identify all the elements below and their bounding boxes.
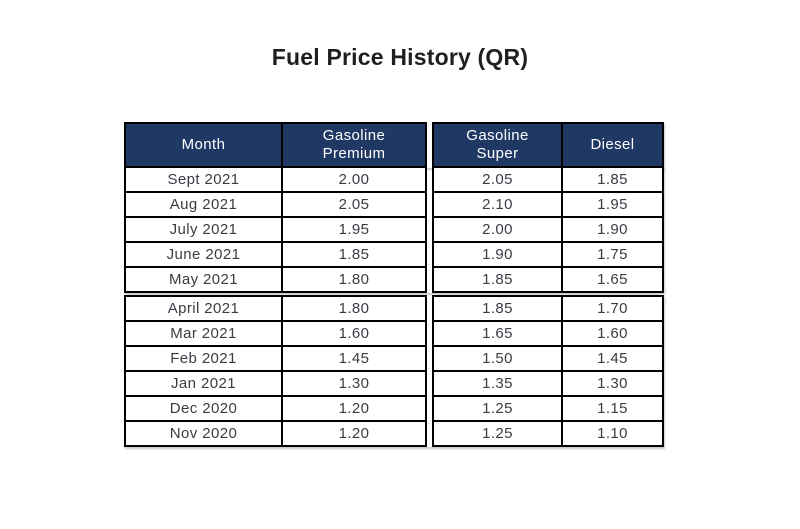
super-cell: 1.85 — [432, 295, 563, 322]
diesel-cell: 1.75 — [561, 241, 664, 268]
premium-cell: 1.20 — [281, 420, 427, 447]
table-header-row: Month Gasoline Premium Gasoline Super Di… — [124, 122, 664, 168]
table-row: July 2021 1.95 2.00 1.90 — [124, 216, 664, 243]
month-cell: Sept 2021 — [124, 166, 283, 193]
table-row: June 2021 1.85 1.90 1.75 — [124, 241, 664, 268]
diesel-cell: 1.45 — [561, 345, 664, 372]
month-cell: July 2021 — [124, 216, 283, 243]
diesel-cell: 1.10 — [561, 420, 664, 447]
premium-cell: 1.60 — [281, 320, 427, 347]
table-row: May 2021 1.80 1.85 1.65 — [124, 266, 664, 293]
month-cell: June 2021 — [124, 241, 283, 268]
diesel-cell: 1.95 — [561, 191, 664, 218]
month-cell: Dec 2020 — [124, 395, 283, 422]
premium-cell: 1.85 — [281, 241, 427, 268]
diesel-cell: 1.85 — [561, 166, 664, 193]
super-cell: 2.00 — [432, 216, 563, 243]
super-cell: 1.25 — [432, 395, 563, 422]
table-row: Feb 2021 1.45 1.50 1.45 — [124, 345, 664, 372]
column-header-month: Month — [124, 122, 283, 168]
diesel-cell: 1.30 — [561, 370, 664, 397]
month-cell: April 2021 — [124, 295, 283, 322]
super-cell: 1.50 — [432, 345, 563, 372]
premium-cell: 1.80 — [281, 266, 427, 293]
page-title: Fuel Price History (QR) — [271, 44, 529, 70]
table-row: Mar 2021 1.60 1.65 1.60 — [124, 320, 664, 347]
month-cell: Aug 2021 — [124, 191, 283, 218]
super-cell: 1.65 — [432, 320, 563, 347]
month-cell: May 2021 — [124, 266, 283, 293]
diesel-cell: 1.90 — [561, 216, 664, 243]
column-header-gasoline-premium: Gasoline Premium — [281, 122, 427, 168]
diesel-cell: 1.15 — [561, 395, 664, 422]
super-cell: 1.25 — [432, 420, 563, 447]
month-cell: Feb 2021 — [124, 345, 283, 372]
table-row: Dec 2020 1.20 1.25 1.15 — [124, 395, 664, 422]
premium-cell: 2.00 — [281, 166, 427, 193]
table-section-upper: Sept 2021 2.00 2.05 1.85 Aug 2021 2.05 2… — [124, 166, 664, 293]
super-cell: 2.05 — [432, 166, 563, 193]
super-cell: 1.35 — [432, 370, 563, 397]
table-row: Nov 2020 1.20 1.25 1.10 — [124, 420, 664, 447]
premium-cell: 1.45 — [281, 345, 427, 372]
fuel-price-table: Month Gasoline Premium Gasoline Super Di… — [124, 122, 664, 447]
premium-cell: 1.95 — [281, 216, 427, 243]
month-cell: Nov 2020 — [124, 420, 283, 447]
premium-cell: 2.05 — [281, 191, 427, 218]
super-cell: 2.10 — [432, 191, 563, 218]
month-cell: Jan 2021 — [124, 370, 283, 397]
premium-cell: 1.20 — [281, 395, 427, 422]
table-section-lower: April 2021 1.80 1.85 1.70 Mar 2021 1.60 … — [124, 295, 664, 447]
month-cell: Mar 2021 — [124, 320, 283, 347]
diesel-cell: 1.65 — [561, 266, 664, 293]
premium-cell: 1.30 — [281, 370, 427, 397]
diesel-cell: 1.60 — [561, 320, 664, 347]
table-row: Sept 2021 2.00 2.05 1.85 — [124, 166, 664, 193]
table-row: April 2021 1.80 1.85 1.70 — [124, 295, 664, 322]
column-header-diesel: Diesel — [561, 122, 664, 168]
super-cell: 1.90 — [432, 241, 563, 268]
super-cell: 1.85 — [432, 266, 563, 293]
column-header-gasoline-super: Gasoline Super — [432, 122, 563, 168]
premium-cell: 1.80 — [281, 295, 427, 322]
diesel-cell: 1.70 — [561, 295, 664, 322]
table-row: Jan 2021 1.30 1.35 1.30 — [124, 370, 664, 397]
table-row: Aug 2021 2.05 2.10 1.95 — [124, 191, 664, 218]
